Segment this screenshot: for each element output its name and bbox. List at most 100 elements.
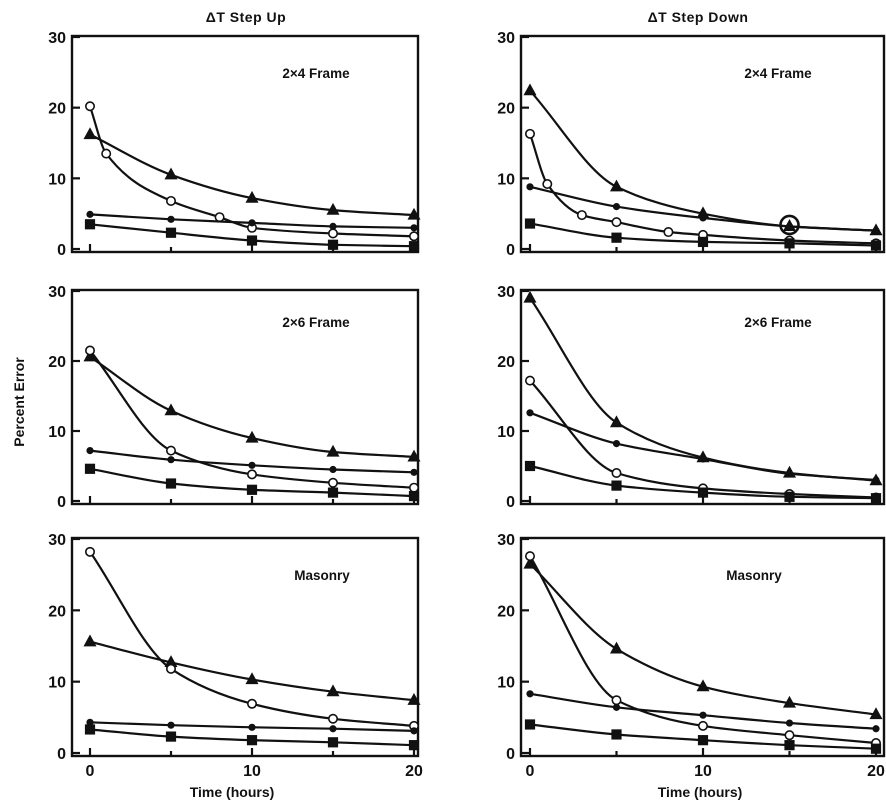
panel-title: 2×6 Frame (282, 315, 350, 330)
data-point-square (408, 241, 420, 252)
data-point-open-circle (327, 713, 338, 724)
data-point-dot (410, 224, 418, 232)
panel-title: Masonry (294, 568, 350, 583)
series-line-triangle (529, 563, 877, 716)
panel-title: Masonry (726, 568, 782, 583)
panel-5: 0 10 20 30 0 10 20 Masonry (48, 532, 423, 780)
data-point-dot (86, 447, 94, 455)
data-point-square (784, 491, 795, 502)
column-title-right: ΔT Step Down (648, 9, 749, 25)
data-point-open-circle (214, 212, 225, 223)
data-point-square (784, 238, 795, 249)
x-tick-label: 0 (86, 763, 95, 780)
data-point-dot (526, 690, 534, 698)
data-point-triangle (245, 190, 259, 203)
data-point-open-circle (327, 228, 338, 239)
y-tick-label: 20 (497, 603, 515, 620)
data-point-square (84, 463, 96, 474)
data-point-triangle (609, 415, 624, 428)
data-point-open-circle (576, 210, 587, 221)
data-point-triangle (407, 692, 421, 705)
y-tick-label: 30 (497, 30, 515, 47)
data-point-open-circle (697, 720, 708, 731)
data-point-square (784, 740, 795, 751)
data-point-square (84, 219, 96, 230)
data-point-square (697, 735, 709, 746)
y-tick-label: 10 (48, 424, 66, 441)
data-point-dot (699, 455, 707, 463)
y-tick-label: 0 (57, 746, 66, 763)
series-line-open-circle (528, 133, 877, 245)
data-point-dot (329, 725, 337, 733)
data-point-open-circle (101, 148, 112, 159)
data-point-square (246, 735, 258, 746)
x-tick-label: 10 (694, 763, 712, 780)
panel-title: 2×4 Frame (282, 66, 350, 81)
data-point-dot (86, 210, 94, 218)
data-point-triangle (326, 444, 340, 457)
data-point-square (524, 719, 536, 730)
data-point-dot (167, 215, 175, 223)
data-point-open-circle (524, 375, 535, 386)
data-point-dot (248, 461, 256, 469)
data-point-open-circle (663, 227, 674, 238)
data-point-dot (612, 203, 621, 211)
series-line-triangle (89, 133, 415, 217)
data-point-open-circle (784, 730, 795, 741)
y-tick-label: 10 (497, 424, 515, 441)
data-point-open-circle (542, 178, 553, 189)
data-point-square (165, 227, 177, 238)
y-tick-label: 20 (48, 101, 66, 118)
x-axis-label-left: Time (hours) (190, 784, 275, 800)
plot-frame (70, 536, 420, 758)
data-point-dot (248, 219, 256, 227)
data-point-square (697, 487, 709, 498)
data-point-dot (872, 227, 880, 235)
data-point-square (84, 724, 96, 735)
data-point-triangle (523, 83, 537, 96)
data-point-dot (612, 703, 621, 711)
y-tick-label: 30 (497, 532, 515, 549)
data-point-open-circle (408, 482, 419, 493)
data-point-open-circle (166, 195, 177, 206)
y-tick-label: 10 (48, 171, 66, 188)
data-point-triangle (245, 430, 259, 443)
data-point-dot (410, 468, 418, 476)
data-point-triangle (609, 179, 624, 192)
data-point-open-circle (247, 469, 258, 480)
data-point-open-circle (524, 128, 535, 139)
y-tick-label: 10 (48, 675, 66, 692)
x-axis-label-right: Time (hours) (658, 784, 743, 800)
y-tick-label: 30 (48, 532, 66, 549)
y-tick-label: 30 (48, 284, 66, 301)
data-point-open-circle (611, 217, 622, 228)
panel-6: 0 10 20 30 0 10 20 Masonry (497, 532, 886, 780)
data-point-dot (785, 470, 794, 478)
data-point-triangle (407, 207, 421, 220)
x-tick-label: 0 (526, 763, 535, 780)
plot-frame (70, 34, 420, 254)
series-line-triangle (89, 640, 415, 702)
data-point-dot (526, 409, 534, 417)
data-point-square (611, 729, 622, 740)
y-tick-label: 20 (48, 354, 66, 371)
data-point-triangle (523, 290, 537, 303)
x-tick-label: 10 (243, 763, 261, 780)
data-point-dot (167, 456, 175, 464)
data-point-triangle (326, 202, 340, 215)
data-point-open-circle (611, 467, 622, 478)
panel-4: 0 10 20 30 2×6 Frame (497, 284, 886, 511)
series-line-open-circle (529, 555, 877, 745)
data-point-triangle (326, 684, 340, 697)
data-point-triangle (609, 641, 624, 654)
y-tick-label: 10 (497, 675, 515, 692)
y-tick-label: 0 (506, 494, 515, 511)
panel-title: 2×6 Frame (744, 315, 812, 330)
data-point-open-circle (524, 551, 535, 562)
y-tick-label: 0 (506, 242, 515, 259)
data-point-square (165, 478, 177, 489)
data-point-dot (167, 721, 175, 729)
data-point-square (246, 235, 258, 246)
y-tick-label: 0 (506, 746, 515, 763)
